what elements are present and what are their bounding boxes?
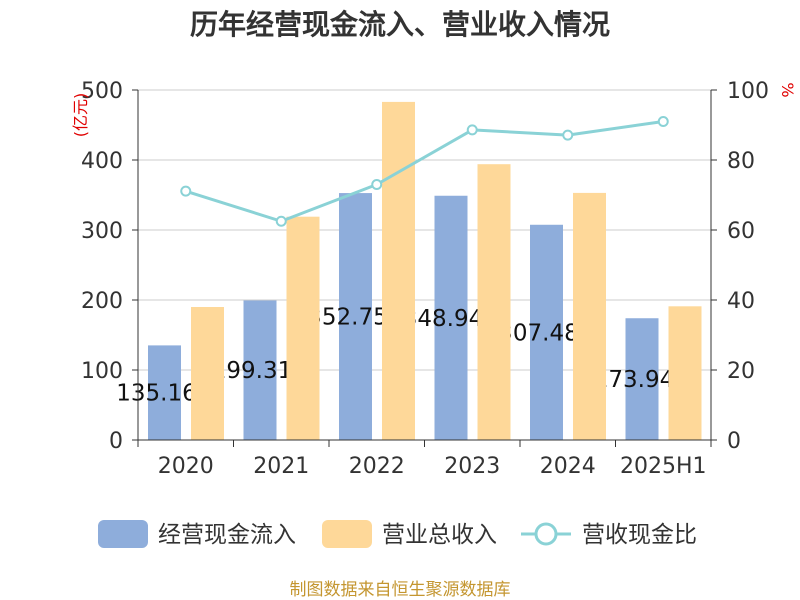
bar-cash-inflow-2020[interactable] (148, 345, 181, 440)
bar-revenue-2020[interactable] (191, 307, 224, 440)
data-labels-cash-inflow: 135.16 199.31 352.75 348.94 307.48 173.94 (116, 305, 674, 407)
y-axis-right-unit: % (778, 82, 797, 97)
y-tick-label-left-400: 400 (81, 149, 123, 174)
marker-cash-ratio-2022[interactable] (371, 179, 383, 190)
bar-cash-inflow-2024[interactable] (530, 224, 563, 440)
legend-swatch-cash-inflow (98, 520, 148, 548)
data-label-cash-inflow-2025h1: 173.94 (594, 367, 674, 393)
legend-item-revenue[interactable]: 营业总收入 (322, 520, 497, 548)
y-tick-label-left-500: 500 (81, 79, 123, 104)
marker-cash-ratio-2025h1[interactable] (657, 116, 669, 127)
y-tick-label-right-100: 100 (727, 79, 769, 104)
legend-item-cash-inflow[interactable]: 经营现金流入 (98, 520, 296, 548)
data-label-cash-inflow-2022: 352.75 (307, 305, 387, 331)
bar-revenue-2025h1[interactable] (668, 306, 702, 440)
data-label-cash-inflow-2020: 135.16 (116, 381, 196, 407)
tick-labels: 0 100 200 300 400 500 0 20 40 60 80 100 2020 2021 2022… (81, 79, 769, 479)
x-tick-label-2023: 2023 (444, 454, 500, 479)
line-cash-ratio (180, 116, 669, 227)
chart-title: 历年经营现金流入、营业收入情况 (190, 8, 610, 41)
legend-swatch-revenue (322, 520, 372, 548)
legend-label-cash-ratio: 营收现金比 (582, 522, 697, 548)
data-label-cash-inflow-2021: 199.31 (212, 358, 292, 384)
marker-cash-ratio-2020[interactable] (180, 185, 192, 197)
y-tick-label-left-200: 200 (81, 289, 123, 314)
x-tick-label-2022: 2022 (349, 454, 405, 479)
source-note: 制图数据来自恒生聚源数据库 (290, 580, 511, 600)
axes (132, 89, 717, 447)
bar-cash-inflow-2021[interactable] (243, 300, 277, 440)
y-tick-label-left-100: 100 (81, 359, 123, 384)
x-tick-label-2024: 2024 (540, 454, 596, 479)
y-axis-left-unit: (亿元) (71, 93, 90, 138)
marker-cash-ratio-2024[interactable] (562, 129, 574, 141)
bar-cash-inflow-2022[interactable] (339, 193, 372, 440)
marker-cash-ratio-2023[interactable] (466, 124, 478, 136)
bars-cash-inflow (148, 193, 659, 440)
y-tick-label-right-0: 0 (727, 429, 741, 454)
marker-cash-ratio-2021[interactable] (275, 215, 287, 227)
line-path-cash-ratio (185, 120, 664, 223)
y-tick-label-right-40: 40 (727, 289, 755, 314)
bar-cash-inflow-2023[interactable] (434, 195, 468, 440)
legend-item-cash-ratio[interactable]: 营收现金比 (521, 522, 697, 548)
bar-revenue-2022[interactable] (382, 101, 415, 441)
y-tick-label-right-20: 20 (727, 359, 755, 384)
y-tick-label-right-60: 60 (727, 219, 755, 244)
bar-revenue-2024[interactable] (573, 192, 606, 440)
legend-label-revenue: 营业总收入 (382, 522, 497, 548)
x-tick-label-2020: 2020 (158, 454, 214, 479)
bar-revenue-2023[interactable] (477, 164, 511, 440)
x-tick-label-2021: 2021 (253, 454, 309, 479)
data-label-cash-inflow-2024: 307.48 (498, 320, 578, 346)
legend: 经营现金流入 营业总收入 营收现金比 (98, 520, 697, 548)
bars-revenue (191, 101, 702, 441)
y-tick-label-left-300: 300 (81, 219, 123, 244)
x-tick-label-2025h1: 2025H1 (620, 454, 707, 479)
data-label-cash-inflow-2023: 348.94 (403, 306, 483, 332)
bar-cash-inflow-2025h1[interactable] (625, 318, 659, 440)
legend-swatch-marker-cash-ratio (534, 522, 558, 546)
legend-label-cash-inflow: 经营现金流入 (158, 522, 296, 548)
y-tick-label-left-0: 0 (109, 429, 123, 454)
bar-revenue-2021[interactable] (286, 216, 320, 440)
y-tick-label-right-80: 80 (727, 149, 755, 174)
